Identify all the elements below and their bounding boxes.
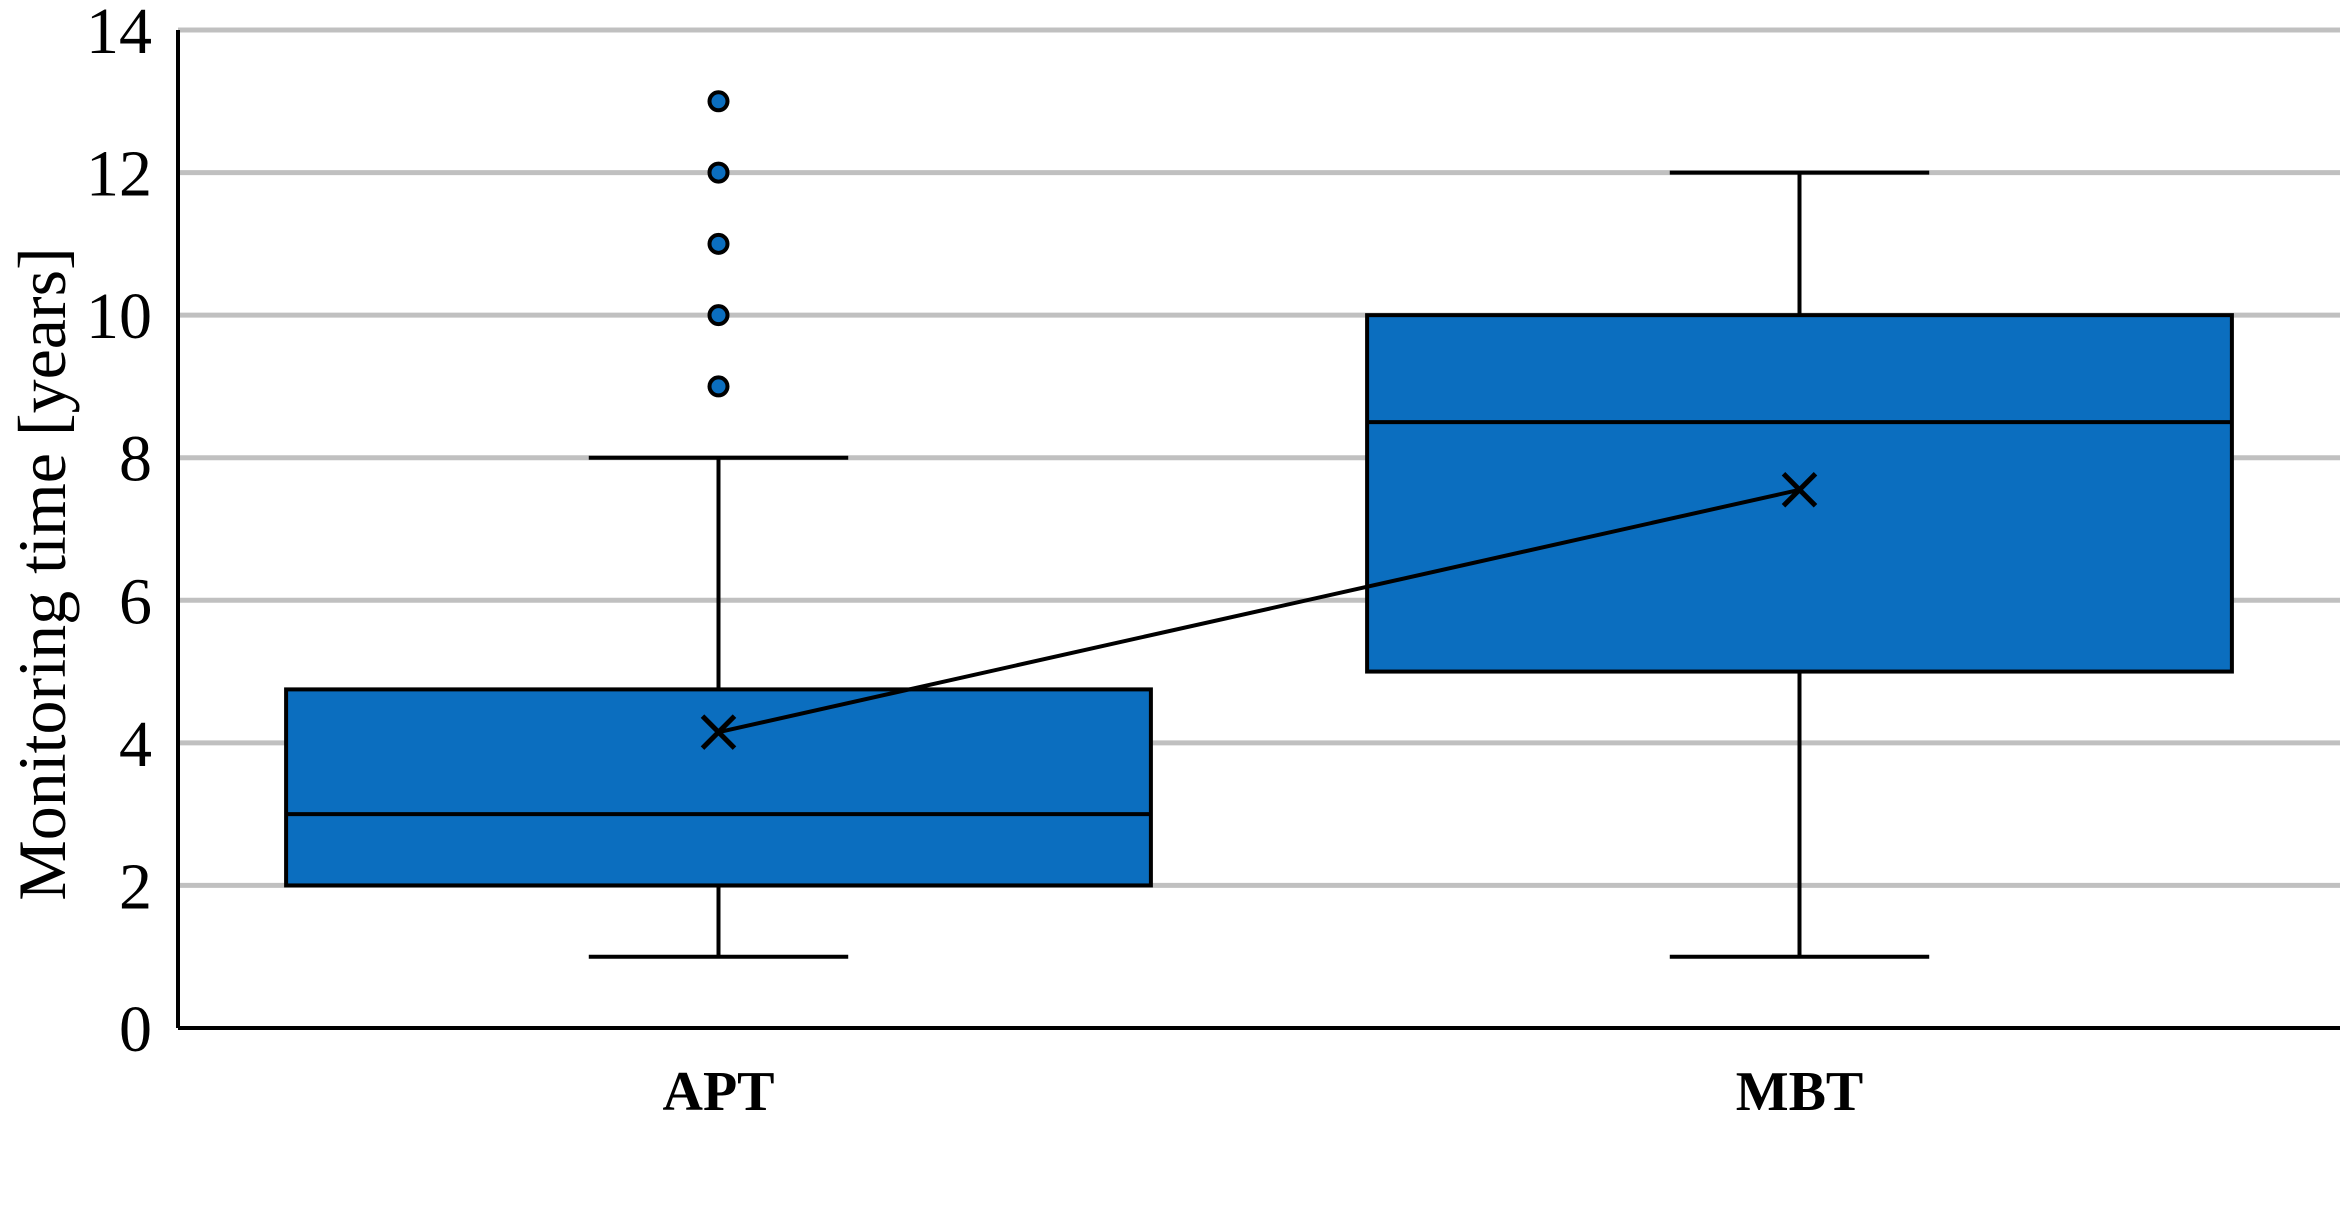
mean-marker bbox=[1781, 472, 1818, 508]
box-apt bbox=[284, 90, 1153, 959]
y-tick-label: 2 bbox=[119, 850, 152, 923]
labels: 0 2 4 6 8 10 12 14 APT MBT bbox=[86, 0, 1863, 1123]
y-tick-label: 8 bbox=[119, 423, 152, 496]
x-category-label: APT bbox=[663, 1061, 775, 1123]
outlier-point bbox=[707, 90, 730, 113]
axes bbox=[176, 30, 2340, 1030]
y-axis-title: Monitoring time [years] bbox=[4, 247, 80, 900]
y-tick-label: 6 bbox=[119, 565, 152, 638]
mean-connector-line bbox=[718, 487, 1800, 735]
outlier-point bbox=[707, 304, 730, 327]
mean-x-stroke bbox=[1781, 472, 1818, 508]
mean-x-stroke bbox=[700, 714, 737, 750]
iqr-box bbox=[1365, 313, 2234, 674]
y-tick-label: 4 bbox=[119, 708, 152, 781]
y-tick-label: 0 bbox=[119, 993, 152, 1066]
y-tick-label: 12 bbox=[86, 138, 152, 211]
iqr-box bbox=[284, 687, 1153, 888]
outlier-point bbox=[707, 375, 730, 398]
boxes bbox=[284, 90, 2234, 959]
mean-marker bbox=[700, 714, 737, 750]
box-mbt bbox=[1365, 170, 2234, 959]
outlier-point bbox=[707, 232, 730, 255]
x-category-label: MBT bbox=[1736, 1061, 1864, 1123]
mean-markers bbox=[700, 472, 1818, 750]
y-tick-label: 14 bbox=[86, 0, 152, 68]
outlier-point bbox=[707, 161, 730, 184]
y-tick-label: 10 bbox=[86, 280, 152, 353]
